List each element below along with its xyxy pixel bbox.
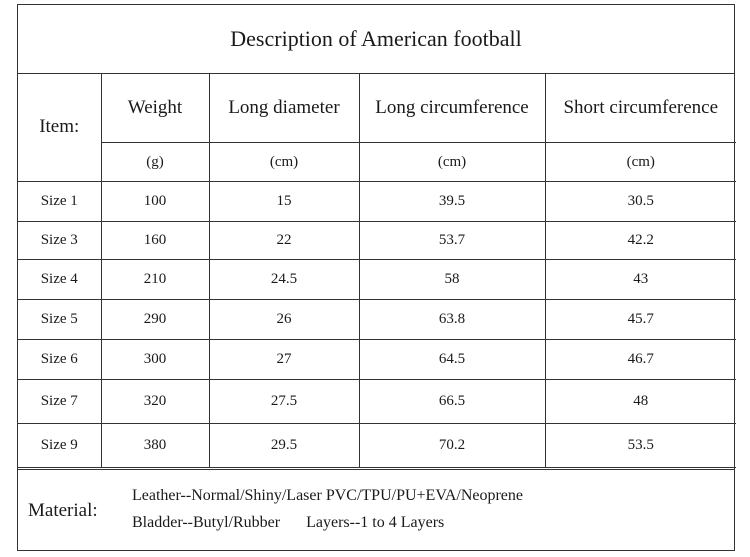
long-circumference-cell: 53.7 — [358, 221, 546, 260]
unit-weight: (g) — [101, 142, 210, 182]
unit-long-diameter: (cm) — [208, 142, 360, 182]
weight-cell: 160 — [100, 221, 210, 260]
table-row: Size 6 300 27 64.5 46.7 — [18, 339, 736, 380]
short-circumference-cell: 53.5 — [544, 423, 736, 468]
header-weight: Weight — [100, 73, 210, 143]
table-row: Size 7 320 27.5 66.5 48 — [18, 379, 736, 424]
size-label: Size 6 — [18, 339, 102, 380]
long-circumference-cell: 64.5 — [358, 339, 546, 380]
size-label: Size 9 — [18, 423, 102, 468]
item-header: Item: — [18, 73, 102, 182]
long-circumference-cell: 66.5 — [358, 379, 546, 424]
leather-spec: Leather--Normal/Shiny/Laser PVC/TPU/PU+E… — [132, 487, 523, 504]
table-row: Size 3 160 22 53.7 42.2 — [18, 221, 736, 260]
long-diameter-cell: 29.5 — [208, 423, 360, 468]
weight-cell: 380 — [100, 423, 210, 468]
material-label: Material: — [28, 499, 98, 521]
size-label: Size 4 — [18, 259, 102, 300]
size-label: Size 5 — [18, 299, 102, 340]
long-diameter-cell: 22 — [208, 221, 360, 260]
long-diameter-cell: 26 — [208, 299, 360, 340]
long-circumference-cell: 39.5 — [358, 181, 546, 222]
table-row: Size 9 380 29.5 70.2 53.5 — [18, 423, 736, 468]
short-circumference-cell: 42.2 — [544, 221, 736, 260]
weight-cell: 290 — [100, 299, 210, 340]
long-diameter-cell: 27 — [208, 339, 360, 380]
long-diameter-cell: 24.5 — [208, 259, 360, 300]
table-row: Size 5 290 26 63.8 45.7 — [18, 299, 736, 340]
table-row: Size 1 100 15 39.5 30.5 — [18, 181, 736, 222]
size-label: Size 7 — [18, 379, 102, 424]
weight-cell: 100 — [100, 181, 210, 222]
header-long-diameter: Long diameter — [208, 73, 360, 143]
unit-short-circumference: (cm) — [544, 142, 736, 182]
size-label: Size 1 — [18, 181, 102, 222]
units-row: (g) (cm) (cm) (cm) — [18, 142, 736, 182]
sheet-title: Description of American football — [18, 5, 734, 74]
short-circumference-cell: 46.7 — [544, 339, 736, 380]
material-section: Material: Leather--Normal/Shiny/Laser PV… — [18, 469, 734, 551]
size-label: Size 3 — [18, 221, 102, 260]
long-circumference-cell: 58 — [358, 259, 546, 300]
long-circumference-cell: 70.2 — [358, 423, 546, 468]
bladder-layers-line: Bladder--Butyl/Rubber Layers--1 to 4 Laye… — [132, 514, 444, 532]
header-row: Item: Weight Long diameter Long circumfe… — [18, 73, 736, 182]
unit-long-circumference: (cm) — [358, 142, 546, 182]
short-circumference-cell: 45.7 — [544, 299, 736, 340]
header-short-circumference: Short circumference — [544, 73, 736, 143]
long-diameter-cell: 15 — [208, 181, 360, 222]
short-circumference-cell: 48 — [544, 379, 736, 424]
weight-cell: 210 — [100, 259, 210, 300]
layers-spec: Layers--1 to 4 Layers — [306, 514, 445, 531]
long-circumference-cell: 63.8 — [358, 299, 546, 340]
bladder-spec: Bladder--Butyl/Rubber — [132, 514, 281, 531]
header-long-circumference: Long circumference — [358, 73, 546, 143]
spec-sheet: Description of American football Item: W… — [17, 4, 736, 551]
short-circumference-cell: 30.5 — [544, 181, 736, 222]
size-table: Item: Weight Long diameter Long circumfe… — [18, 73, 736, 468]
long-diameter-cell: 27.5 — [208, 379, 360, 424]
weight-cell: 320 — [100, 379, 210, 424]
short-circumference-cell: 43 — [544, 259, 736, 300]
table-row: Size 4 210 24.5 58 43 — [18, 259, 736, 300]
weight-cell: 300 — [100, 339, 210, 380]
